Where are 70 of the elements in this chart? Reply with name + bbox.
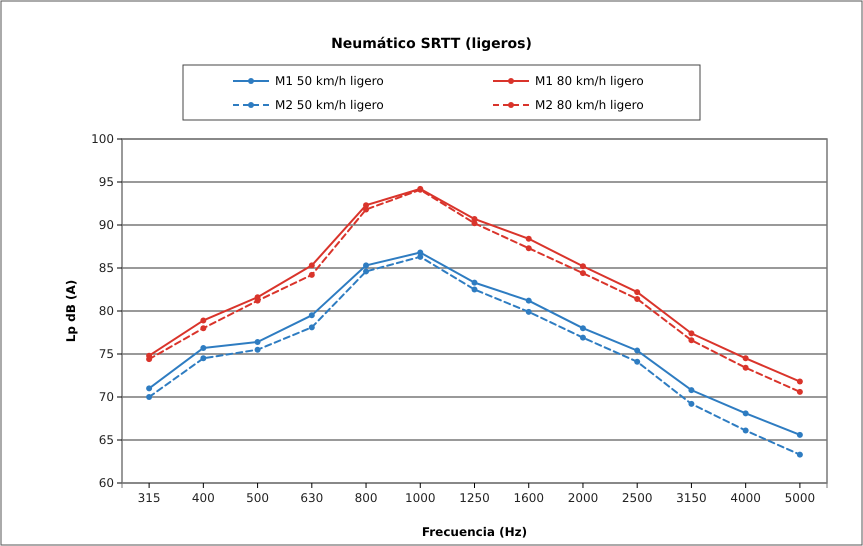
legend-label: M2 50 km/h ligero [275,98,384,112]
x-tick-label: 800 [354,490,378,505]
y-tick-label: 90 [98,218,114,232]
point [526,298,532,304]
legend-label: M2 80 km/h ligero [535,98,644,112]
x-tick-label: 630 [300,490,324,505]
y-tick-label: 60 [98,476,114,490]
x-tick-label: 1600 [513,490,544,505]
x-tick-label: 315 [138,490,161,505]
point [634,358,640,365]
x-axis-title: Frecuencia (Hz) [422,525,528,539]
point [742,410,749,416]
point [742,364,749,371]
chart-title: Neumático SRTT (ligeros) [331,36,532,52]
point [634,348,640,354]
y-tick-label: 80 [98,304,114,318]
x-tick-label: 500 [246,490,270,505]
y-tick-label: 85 [98,260,114,275]
point [200,317,206,324]
x-tick-label: 5000 [784,490,816,505]
point [796,452,803,458]
y-tick-label: 65 [98,432,114,447]
y-tick-label: 95 [98,174,114,189]
point [363,268,370,274]
point [580,263,586,270]
point [688,337,694,344]
y-tick-label: 100 [91,132,114,146]
point [200,325,206,332]
point [526,308,532,315]
point [308,324,315,330]
x-tick-label: 2000 [568,490,598,505]
point [363,206,370,213]
point [580,325,586,332]
point [526,245,532,252]
legend-label: M1 80 km/h ligero [535,74,644,88]
point [526,236,532,242]
point [254,338,261,345]
point [200,355,206,362]
point [146,385,152,392]
point [634,296,640,302]
point [796,432,803,438]
point [472,280,478,286]
y-axis-title: Lp dB (A) [64,280,78,342]
point [634,289,640,296]
point [200,344,206,351]
x-tick-label: 1000 [404,490,436,505]
point [308,272,315,278]
point [688,387,694,394]
point [796,378,803,385]
y-tick-label: 75 [98,346,114,361]
point [796,388,803,395]
point [308,262,315,268]
x-tick-label: 400 [192,490,215,505]
point [254,346,261,353]
point [472,286,478,292]
legend-label: M1 50 km/h ligero [275,74,384,88]
x-tick-label: 3150 [676,490,707,505]
x-tick-label: 2500 [622,490,652,505]
point [688,330,694,336]
point [580,270,586,276]
point [146,394,152,400]
point [742,428,749,434]
y-tick-label: 70 [98,390,114,404]
point [308,312,315,318]
x-tick-label: 4000 [730,490,761,505]
point [688,400,694,407]
point [580,334,586,341]
x-tick-label: 1250 [459,490,490,505]
point [363,262,370,268]
point [742,355,749,362]
